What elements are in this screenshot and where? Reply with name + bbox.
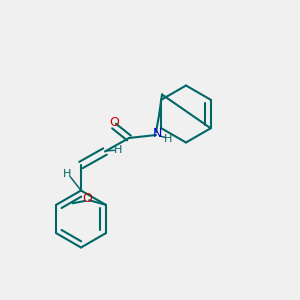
Text: N: N	[153, 127, 162, 140]
Text: O: O	[83, 192, 93, 205]
Text: H: H	[63, 169, 72, 179]
Text: O: O	[109, 116, 119, 129]
Text: H: H	[114, 145, 123, 155]
Text: H: H	[164, 134, 172, 144]
